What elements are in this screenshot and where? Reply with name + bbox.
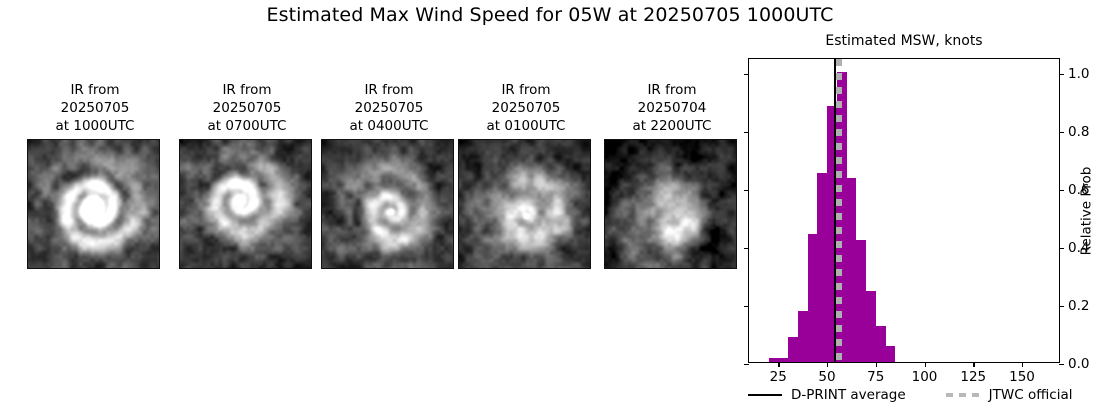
histogram-chart: 25 50 75 100 125 150 0.0 0.2 0.4 0.6 0.8 1.0 xyxy=(744,58,1089,385)
histogram-bar xyxy=(856,240,866,362)
ir-satellite-image xyxy=(27,139,160,270)
y-axis-tick xyxy=(744,364,749,366)
histogram-bar xyxy=(788,337,798,362)
y-axis-tick xyxy=(1059,131,1064,133)
ir-panel-5: IR from 20250704 at 2200UTC xyxy=(604,82,740,270)
y-axis-label-text: Relative Prob xyxy=(1078,166,1095,255)
x-axis-tick-label: 50 xyxy=(818,369,836,385)
chart-title: Estimated MSW, knots xyxy=(825,33,983,49)
y-axis-tick xyxy=(1059,189,1064,191)
ir-panel-caption: IR from 20250705 at 1000UTC xyxy=(55,82,135,134)
ir-satellite-image xyxy=(604,139,737,270)
ir-satellite-image xyxy=(321,139,454,270)
histogram-bar xyxy=(875,325,886,362)
dashed-line-icon xyxy=(945,393,980,397)
dprint-average-line xyxy=(833,59,836,362)
histogram-bar xyxy=(846,177,857,362)
ir-panel-4: IR from 20250705 at 0100UTC xyxy=(458,82,594,270)
x-axis-tick-label: 150 xyxy=(1009,369,1035,385)
ir-panel-caption: IR from 20250704 at 2200UTC xyxy=(632,82,712,134)
histogram-bar xyxy=(807,234,818,362)
ir-panel-caption: IR from 20250705 at 0400UTC xyxy=(349,82,429,134)
histogram-bar xyxy=(866,290,876,362)
legend-item-dprint: D-PRINT average xyxy=(748,387,906,403)
x-axis-tick xyxy=(875,362,878,367)
x-axis-tick xyxy=(1022,362,1024,367)
x-axis-tick-label: 25 xyxy=(769,369,787,385)
ir-panel-caption: IR from 20250705 at 0100UTC xyxy=(486,82,566,134)
y-axis-tick xyxy=(1059,364,1064,366)
x-axis-tick xyxy=(973,362,975,367)
plot-frame: 25 50 75 100 125 150 0.0 0.2 0.4 0.6 0.8 1.0 xyxy=(744,58,1089,385)
x-axis-tick xyxy=(827,362,829,367)
histogram-bar xyxy=(827,106,837,362)
y-axis-tick xyxy=(1059,73,1064,75)
histogram-bar xyxy=(778,357,788,362)
ir-panel-2: IR from 20250705 at 0700UTC xyxy=(179,82,315,270)
y-axis-tick-label: 0.6 xyxy=(1068,181,1090,198)
histogram-bar xyxy=(817,173,827,362)
solid-line-icon xyxy=(748,394,782,396)
x-axis-tick-label: 75 xyxy=(867,369,885,385)
ir-panel-caption: IR from 20250705 at 0700UTC xyxy=(207,82,287,134)
y-axis-tick xyxy=(744,131,749,133)
jtwc-official-line xyxy=(835,59,842,362)
y-axis-tick xyxy=(744,189,749,191)
page-title: Estimated Max Wind Speed for 05W at 2025… xyxy=(266,4,834,26)
x-axis-tick-label: 100 xyxy=(911,369,938,385)
y-axis-tick xyxy=(1059,305,1064,308)
legend-label-dprint: D-PRINT average xyxy=(791,387,906,403)
legend-item-jtwc: JTWC official xyxy=(945,387,1073,403)
histogram-bar xyxy=(768,357,779,362)
ir-satellite-image xyxy=(179,139,312,270)
y-axis-tick xyxy=(744,305,749,308)
x-axis-tick-label: 125 xyxy=(960,369,987,385)
y-axis-label: Relative Prob xyxy=(1076,58,1096,363)
y-axis-tick xyxy=(744,73,749,75)
ir-panel-3: IR from 20250705 at 0400UTC xyxy=(321,82,457,270)
y-axis-tick xyxy=(1059,247,1064,250)
histogram-bar xyxy=(885,346,896,362)
histogram-bar xyxy=(797,311,808,362)
x-axis-tick xyxy=(924,362,926,367)
chart-legend: D-PRINT average JTWC official xyxy=(748,385,1078,405)
y-axis-tick-label: 1.0 xyxy=(1068,65,1090,82)
x-axis-tick xyxy=(778,362,780,367)
y-axis-tick xyxy=(744,247,749,250)
ir-satellite-image xyxy=(458,139,591,270)
y-axis-tick-label: 0.4 xyxy=(1068,239,1090,256)
y-axis-tick-label: 0.2 xyxy=(1068,297,1090,314)
y-axis-tick-label: 0.8 xyxy=(1068,123,1090,140)
y-axis-tick-label: 0.0 xyxy=(1068,356,1090,372)
ir-panel-1: IR from 20250705 at 1000UTC xyxy=(27,82,163,270)
bar-series xyxy=(749,59,1059,362)
legend-label-jtwc: JTWC official xyxy=(988,387,1073,403)
